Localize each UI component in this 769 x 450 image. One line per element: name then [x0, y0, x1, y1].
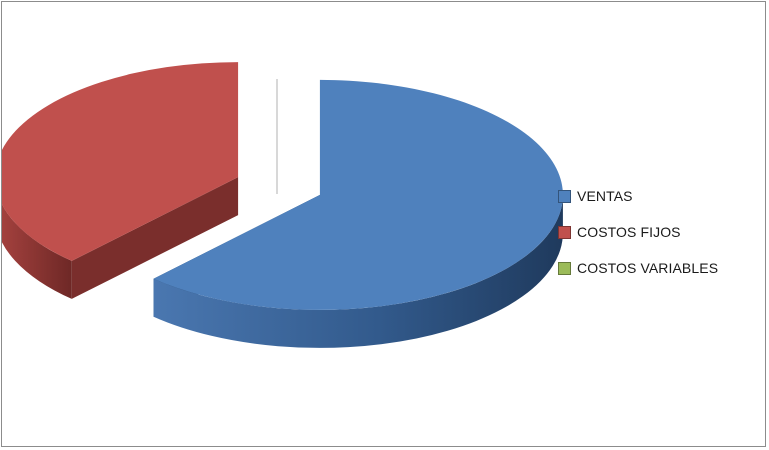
legend-label: COSTOS FIJOS [577, 224, 681, 240]
pie-slice-ventas [153, 79, 563, 310]
legend-swatch [558, 261, 571, 275]
pie-slice-costos-fijos [2, 62, 239, 261]
legend-item: COSTOS VARIABLES [558, 250, 718, 286]
legend: VENTAS COSTOS FIJOS COSTOS VARIABLES [558, 178, 718, 286]
legend-item: COSTOS FIJOS [558, 214, 718, 250]
pie-slice-wall-costos-fijos [71, 177, 239, 299]
legend-label: VENTAS [577, 188, 633, 204]
pie-slice-side-costos-fijos [2, 204, 72, 299]
legend-swatch [558, 225, 571, 239]
legend-label: COSTOS VARIABLES [577, 260, 719, 276]
legend-swatch [558, 189, 571, 203]
pie-slice-side-ventas [153, 194, 563, 348]
legend-item: VENTAS [558, 178, 718, 214]
pie-slices [2, 62, 563, 348]
